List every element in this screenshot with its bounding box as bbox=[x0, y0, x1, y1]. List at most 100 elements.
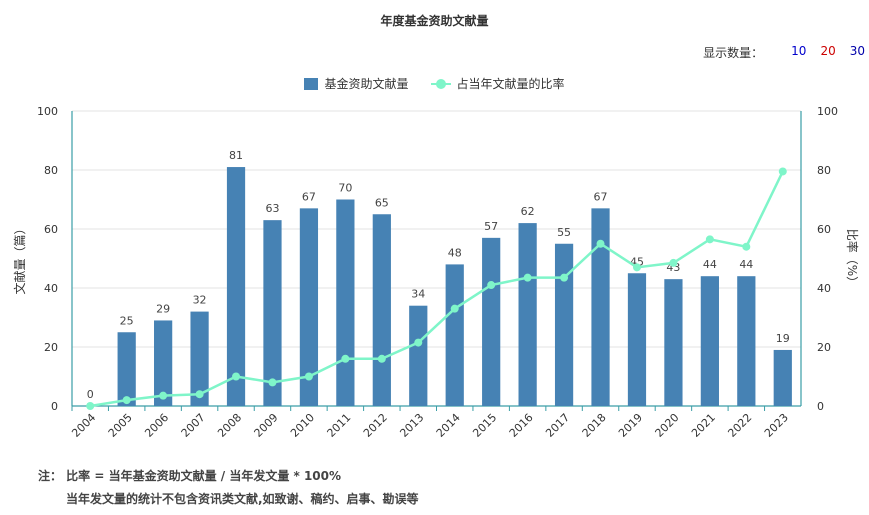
bar-value-label: 19 bbox=[776, 332, 790, 345]
bar bbox=[190, 311, 209, 406]
ratio-point bbox=[487, 281, 496, 290]
x-tick-label: 2008 bbox=[215, 411, 244, 440]
ratio-point bbox=[414, 338, 423, 347]
ratio-point bbox=[122, 396, 131, 405]
legend-line-swatch bbox=[430, 78, 451, 90]
bar-value-label: 32 bbox=[193, 294, 207, 307]
ratio-point bbox=[523, 273, 532, 282]
bar bbox=[554, 243, 574, 406]
x-tick-label: 2010 bbox=[288, 411, 317, 440]
bar bbox=[117, 332, 136, 406]
y-tick-left: 20 bbox=[44, 341, 58, 354]
bar bbox=[445, 264, 464, 406]
legend-bar-swatch bbox=[304, 77, 319, 90]
note-exclusion: 当年发文量的统计不包含资讯类文献,如致谢、稿约、启事、勘误等 bbox=[66, 492, 419, 506]
ratio-point bbox=[669, 258, 678, 267]
x-tick-label: 2017 bbox=[543, 411, 572, 440]
bar-value-label: 44 bbox=[739, 258, 753, 271]
legend-item-bar[interactable]: 基金资助文献量 bbox=[304, 75, 409, 92]
y-tick-left: 60 bbox=[44, 223, 58, 236]
bar bbox=[336, 199, 355, 406]
bar bbox=[700, 276, 719, 406]
bar bbox=[372, 214, 391, 406]
ratio-point bbox=[159, 391, 168, 400]
x-tick-label: 2006 bbox=[142, 411, 171, 440]
y-tick-right: 0 bbox=[817, 400, 824, 413]
bar-value-label: 62 bbox=[521, 205, 535, 218]
bar-value-label: 81 bbox=[229, 149, 243, 162]
x-tick-label: 2016 bbox=[507, 411, 536, 440]
display-count-option-10[interactable]: 10 bbox=[791, 44, 807, 58]
bar bbox=[154, 320, 173, 406]
bar bbox=[482, 237, 501, 406]
bar bbox=[627, 273, 647, 406]
bar-value-label: 34 bbox=[411, 288, 425, 301]
bar-value-label: 0 bbox=[87, 388, 94, 401]
x-tick-label: 2022 bbox=[725, 411, 754, 440]
x-tick-label: 2019 bbox=[616, 411, 645, 440]
x-tick-label: 2018 bbox=[580, 411, 609, 440]
x-tick-label: 2012 bbox=[361, 411, 390, 440]
x-tick-label: 2013 bbox=[397, 411, 426, 440]
ratio-point bbox=[268, 378, 277, 387]
ratio-point bbox=[632, 263, 641, 272]
x-tick-label: 2023 bbox=[762, 411, 791, 440]
ratio-point bbox=[377, 354, 386, 363]
bar-value-label: 25 bbox=[120, 314, 134, 327]
y-axis-left-title: 文献量（篇） bbox=[12, 222, 27, 294]
bar bbox=[226, 167, 246, 406]
ratio-line bbox=[90, 170, 784, 408]
bar-value-label: 44 bbox=[703, 258, 717, 271]
bar-value-label: 29 bbox=[156, 302, 170, 315]
x-tick-label: 2021 bbox=[689, 411, 718, 440]
bar bbox=[263, 220, 282, 406]
bar bbox=[773, 349, 792, 406]
bar-value-label: 67 bbox=[302, 190, 316, 203]
x-tick-label: 2015 bbox=[470, 411, 499, 440]
bar-value-label: 63 bbox=[265, 202, 279, 215]
chart-title: 年度基金资助文献量 bbox=[380, 14, 489, 28]
x-tick-label: 2005 bbox=[106, 411, 135, 440]
y-tick-left: 80 bbox=[44, 164, 58, 177]
display-count-label: 显示数量： bbox=[703, 46, 764, 60]
y-tick-left: 100 bbox=[37, 105, 58, 118]
y-tick-right: 20 bbox=[817, 341, 831, 354]
y-tick-right: 60 bbox=[817, 223, 831, 236]
x-tick-label: 2020 bbox=[653, 411, 682, 440]
legend-line-label: 占当年文献量的比率 bbox=[456, 77, 565, 91]
bar bbox=[591, 208, 610, 406]
legend-item-line[interactable]: 占当年文献量的比率 bbox=[430, 75, 565, 92]
y-tick-left: 40 bbox=[44, 282, 58, 295]
ratio-point bbox=[560, 273, 569, 282]
ratio-point bbox=[195, 390, 204, 399]
chart-legend: 基金资助文献量 占当年文献量的比率 bbox=[0, 75, 869, 92]
x-tick-label: 2014 bbox=[434, 411, 463, 440]
bar bbox=[737, 276, 756, 406]
y-tick-left: 0 bbox=[51, 400, 58, 413]
bar-value-label: 65 bbox=[375, 196, 389, 209]
bar-value-label: 57 bbox=[484, 220, 498, 233]
ratio-point bbox=[232, 372, 241, 381]
bar bbox=[299, 208, 319, 406]
bar bbox=[664, 279, 683, 406]
display-count-selector: 显示数量： 10 20 30 bbox=[703, 44, 865, 61]
ratio-point bbox=[705, 235, 714, 244]
bar-value-label: 48 bbox=[448, 246, 462, 259]
note-formula: 注： 比率 = 当年基金资助文献量 / 当年发文量 * 100% bbox=[38, 469, 342, 483]
bar bbox=[518, 223, 537, 406]
x-tick-label: 2007 bbox=[179, 411, 208, 440]
ratio-point bbox=[341, 354, 350, 363]
bar-value-label: 67 bbox=[594, 190, 608, 203]
x-tick-label: 2011 bbox=[325, 411, 354, 440]
x-tick-label: 2009 bbox=[252, 411, 281, 440]
ratio-point bbox=[304, 372, 313, 381]
bar-value-label: 70 bbox=[338, 182, 352, 195]
bar-value-label: 55 bbox=[557, 226, 571, 239]
ratio-point bbox=[742, 242, 751, 251]
display-count-option-30[interactable]: 30 bbox=[849, 44, 865, 58]
y-tick-right: 80 bbox=[817, 164, 831, 177]
y-axis-right-title: 比率（%） bbox=[845, 229, 860, 288]
display-count-option-20[interactable]: 20 bbox=[820, 44, 836, 58]
y-tick-right: 40 bbox=[817, 282, 831, 295]
